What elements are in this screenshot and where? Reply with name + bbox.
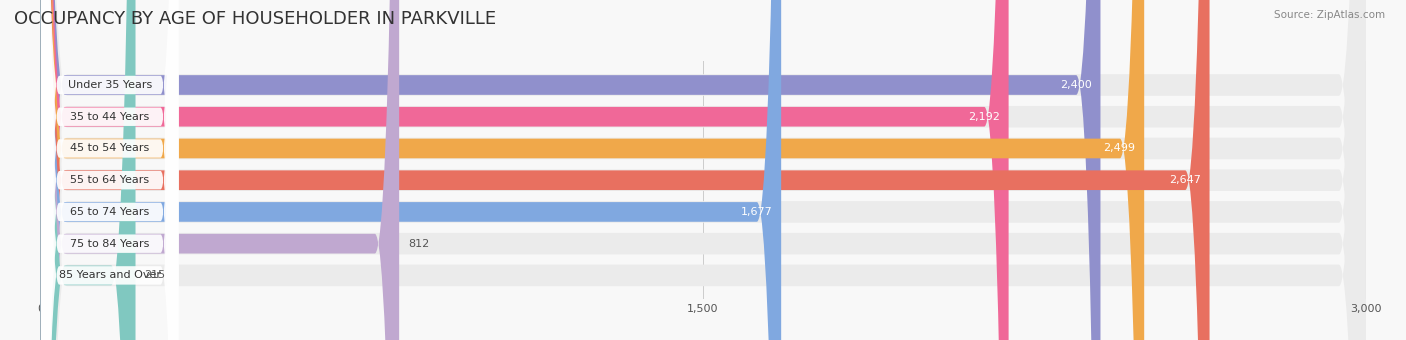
Text: 2,499: 2,499 [1104, 143, 1136, 153]
FancyBboxPatch shape [41, 0, 399, 340]
FancyBboxPatch shape [41, 0, 179, 340]
FancyBboxPatch shape [41, 0, 1008, 340]
FancyBboxPatch shape [41, 0, 135, 340]
Text: 75 to 84 Years: 75 to 84 Years [70, 239, 149, 249]
FancyBboxPatch shape [41, 0, 179, 340]
Text: 45 to 54 Years: 45 to 54 Years [70, 143, 149, 153]
Text: Source: ZipAtlas.com: Source: ZipAtlas.com [1274, 10, 1385, 20]
Text: 2,400: 2,400 [1060, 80, 1091, 90]
Text: 812: 812 [408, 239, 429, 249]
FancyBboxPatch shape [41, 0, 782, 340]
FancyBboxPatch shape [41, 0, 179, 340]
Text: 2,647: 2,647 [1168, 175, 1201, 185]
FancyBboxPatch shape [41, 0, 1365, 340]
FancyBboxPatch shape [41, 0, 179, 340]
Text: 1,677: 1,677 [741, 207, 772, 217]
FancyBboxPatch shape [41, 0, 1365, 340]
Text: 35 to 44 Years: 35 to 44 Years [70, 112, 149, 122]
Text: OCCUPANCY BY AGE OF HOUSEHOLDER IN PARKVILLE: OCCUPANCY BY AGE OF HOUSEHOLDER IN PARKV… [14, 10, 496, 28]
FancyBboxPatch shape [41, 0, 1365, 340]
Text: 85 Years and Over: 85 Years and Over [59, 270, 160, 280]
FancyBboxPatch shape [41, 0, 1144, 340]
FancyBboxPatch shape [41, 0, 1365, 340]
FancyBboxPatch shape [41, 0, 179, 340]
FancyBboxPatch shape [41, 0, 1101, 340]
FancyBboxPatch shape [41, 0, 1209, 340]
FancyBboxPatch shape [41, 0, 179, 340]
FancyBboxPatch shape [41, 0, 1365, 340]
Text: 2,192: 2,192 [967, 112, 1000, 122]
FancyBboxPatch shape [41, 0, 1365, 340]
Text: 65 to 74 Years: 65 to 74 Years [70, 207, 149, 217]
FancyBboxPatch shape [41, 0, 1365, 340]
Text: 215: 215 [145, 270, 166, 280]
Text: Under 35 Years: Under 35 Years [67, 80, 152, 90]
FancyBboxPatch shape [41, 0, 179, 340]
Text: 55 to 64 Years: 55 to 64 Years [70, 175, 149, 185]
